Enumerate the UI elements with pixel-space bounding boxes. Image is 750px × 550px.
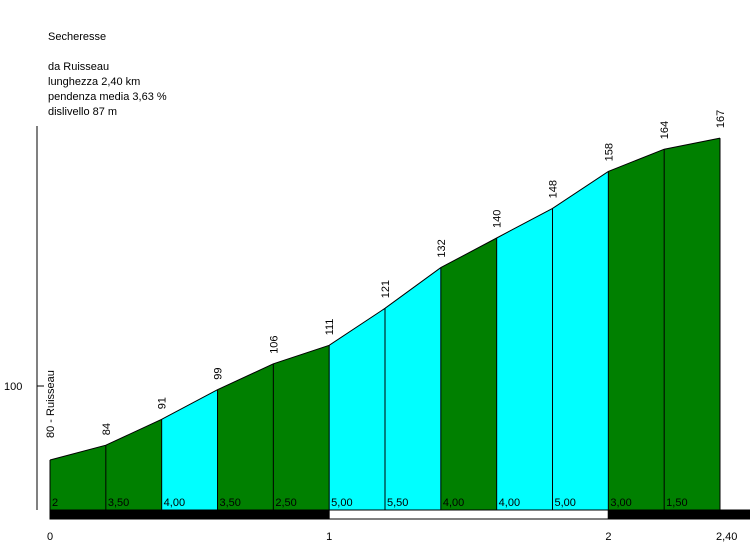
y-tick-label: 100 bbox=[4, 381, 22, 393]
segment-grade-label: 4,00 bbox=[499, 497, 520, 509]
profile-segment bbox=[329, 308, 385, 510]
elevation-label: 167 bbox=[715, 110, 727, 128]
elevation-label: 132 bbox=[436, 239, 448, 257]
elevation-label: 106 bbox=[268, 335, 280, 353]
start-location-label: 80 - Ruisseau bbox=[45, 370, 57, 438]
x-tick-label: 2 bbox=[605, 531, 611, 543]
average-grade-info: pendenza media 3,63 % bbox=[48, 91, 167, 103]
profile-outline bbox=[49, 137, 721, 461]
km-bar-segment bbox=[49, 509, 330, 520]
elevation-gain-info: dislivello 87 m bbox=[48, 106, 118, 118]
profile-segment bbox=[273, 345, 330, 510]
segment-grade-label: 5,00 bbox=[331, 497, 352, 509]
elevation-label: 148 bbox=[548, 180, 560, 198]
profile-segment bbox=[664, 138, 720, 510]
start-location: da Ruisseau bbox=[48, 61, 110, 73]
profile-segment bbox=[608, 149, 665, 510]
segment-grade-label: 3,50 bbox=[108, 497, 129, 509]
segment-grade-label: 5,00 bbox=[555, 497, 576, 509]
elevation-label: 140 bbox=[492, 210, 504, 228]
elevation-label: 111 bbox=[324, 319, 336, 336]
profile-segment bbox=[217, 363, 274, 510]
segment-grade-label: 4,00 bbox=[164, 497, 185, 509]
km-bar-segment bbox=[607, 509, 750, 520]
elevation-label: 158 bbox=[603, 143, 615, 161]
km-bar-segment bbox=[328, 509, 609, 520]
segment-grade-label: 4,00 bbox=[443, 497, 464, 509]
profile-segment bbox=[496, 208, 553, 510]
elevation-label: 164 bbox=[659, 121, 671, 139]
profile-title: Secheresse bbox=[48, 31, 107, 43]
length-info: lunghezza 2,40 km bbox=[48, 76, 141, 88]
profile-segment bbox=[385, 267, 441, 510]
profile-segment bbox=[50, 445, 106, 510]
elevation-label: 84 bbox=[101, 423, 113, 435]
elevation-label: 99 bbox=[213, 367, 225, 379]
segment-grade-label: 2,50 bbox=[275, 497, 296, 509]
segment-grade-label: 1,50 bbox=[666, 497, 687, 509]
x-tick-label: 1 bbox=[326, 531, 332, 543]
segment-grade-label: 3,50 bbox=[220, 497, 241, 509]
profile-segment bbox=[552, 171, 609, 510]
profile-segment bbox=[105, 419, 162, 510]
profile-segment bbox=[161, 389, 218, 510]
segment-grade-label: 2 bbox=[52, 497, 58, 509]
segment-grade-label: 5,50 bbox=[387, 497, 408, 509]
elevation-label: 91 bbox=[157, 397, 169, 409]
elevation-label: 121 bbox=[380, 280, 392, 298]
x-tick-label: 0 bbox=[47, 531, 53, 543]
segment-grade-label: 3,00 bbox=[610, 497, 631, 509]
x-tick-label: 2,40 bbox=[716, 531, 737, 543]
profile-segment bbox=[440, 238, 497, 510]
